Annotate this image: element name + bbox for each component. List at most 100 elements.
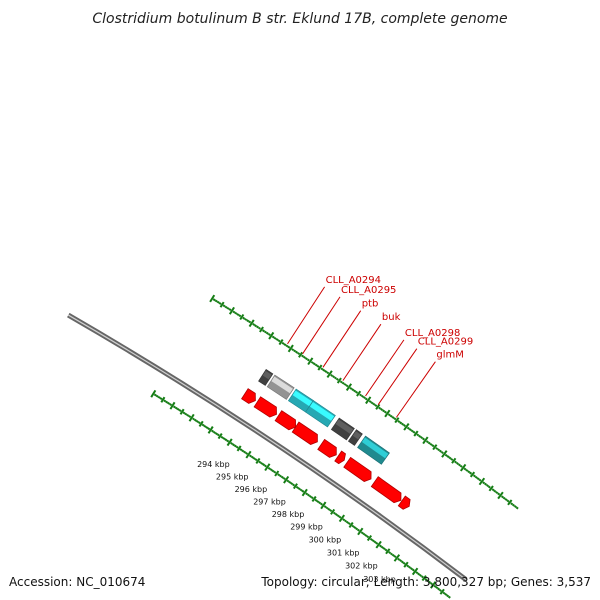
scale-tick bbox=[400, 560, 404, 564]
scale-tick bbox=[243, 450, 247, 454]
scale-tick bbox=[286, 479, 290, 483]
scale-tick bbox=[301, 354, 305, 358]
scale-tick bbox=[218, 302, 222, 305]
scale-tick bbox=[353, 389, 357, 393]
scale-tick bbox=[274, 470, 280, 477]
scale-tick bbox=[314, 498, 318, 502]
scale-tick bbox=[271, 335, 275, 339]
scale-tick bbox=[169, 403, 173, 406]
scale-tick bbox=[207, 426, 214, 434]
scale-tick bbox=[428, 580, 432, 584]
scale-tick bbox=[305, 492, 309, 496]
scale-tick bbox=[290, 482, 294, 486]
gene-label: CLL_A0294 bbox=[326, 275, 381, 286]
scale-tick bbox=[420, 575, 424, 579]
scale-tick bbox=[308, 494, 312, 498]
cds-arrow bbox=[274, 410, 297, 431]
scale-tick bbox=[345, 384, 349, 388]
scale-tick bbox=[197, 421, 201, 425]
scale-tick bbox=[362, 532, 366, 536]
genome-backbone bbox=[67, 312, 468, 582]
scale-tick bbox=[372, 402, 376, 406]
scale-tick bbox=[456, 462, 459, 465]
scale-tick bbox=[438, 588, 442, 592]
scale-tick bbox=[391, 553, 395, 557]
scale-tick bbox=[411, 567, 419, 576]
scale-tick bbox=[228, 308, 232, 311]
scale-tick bbox=[401, 422, 405, 426]
scale-tick bbox=[159, 397, 163, 400]
scale-tick bbox=[448, 456, 452, 460]
gene-block-highlight bbox=[292, 390, 313, 407]
scale-tick bbox=[380, 545, 384, 549]
scale-tick bbox=[273, 470, 277, 474]
scale-tick bbox=[446, 594, 450, 598]
cds-arrow bbox=[334, 450, 346, 465]
scale-tick bbox=[412, 430, 416, 434]
backbone-shadow bbox=[67, 312, 468, 582]
gene-label-leader bbox=[322, 310, 362, 368]
scale-tick bbox=[259, 326, 264, 333]
scale-tick bbox=[238, 314, 242, 318]
cds-arrow bbox=[317, 438, 337, 458]
scale-tick bbox=[192, 417, 196, 421]
scale-tick bbox=[327, 507, 331, 511]
scale-tick bbox=[422, 436, 429, 445]
gene-label-leader bbox=[395, 361, 436, 418]
scale-tick bbox=[356, 390, 362, 397]
scale-tick bbox=[347, 522, 351, 526]
scale-tick bbox=[451, 457, 457, 464]
scale-tick bbox=[497, 492, 501, 496]
scale-tick bbox=[384, 548, 388, 552]
scale-tick bbox=[345, 520, 349, 524]
scale-tick bbox=[174, 406, 178, 410]
scale-tick bbox=[384, 409, 391, 418]
scale-tick bbox=[246, 319, 250, 323]
gene-label-leader bbox=[377, 348, 418, 405]
scale-tick bbox=[298, 351, 304, 358]
scale-tick bbox=[495, 491, 499, 495]
scale-tick bbox=[165, 400, 169, 404]
gene-label: CLL_A0295 bbox=[341, 285, 396, 296]
accession-text: Accession: NC_010674 bbox=[9, 575, 145, 589]
scale-tick bbox=[408, 565, 412, 569]
scale-tick bbox=[231, 443, 235, 447]
scale-tick bbox=[256, 325, 260, 329]
scale-tick bbox=[283, 475, 290, 484]
scale-tick bbox=[472, 474, 476, 478]
gene-label-leader bbox=[365, 339, 405, 397]
backbone-line bbox=[67, 314, 467, 580]
scale-tick bbox=[476, 477, 480, 481]
scale-tick bbox=[351, 388, 355, 392]
scale-tick bbox=[339, 380, 343, 384]
cds-arrow bbox=[291, 421, 318, 445]
scale-tick bbox=[255, 457, 261, 464]
gene-block-highlight bbox=[335, 419, 354, 434]
scale-tick bbox=[239, 448, 243, 452]
scale-tick bbox=[425, 440, 429, 444]
scale-tick bbox=[366, 535, 370, 539]
scale-tick bbox=[439, 588, 445, 595]
scale-tick bbox=[277, 473, 281, 477]
gene-label: buk bbox=[382, 312, 401, 323]
cds-arrow bbox=[397, 495, 411, 510]
scale-tick bbox=[293, 349, 297, 353]
scale-tick bbox=[234, 311, 238, 315]
scale-tick bbox=[226, 438, 233, 447]
scale-tick bbox=[267, 467, 271, 470]
scale-tick bbox=[235, 445, 239, 449]
scale-tick bbox=[316, 500, 320, 504]
scale-tick bbox=[419, 573, 422, 577]
scale-tick bbox=[360, 394, 364, 398]
scale-tick bbox=[403, 561, 409, 568]
scale-tick bbox=[302, 355, 306, 359]
scale-tick bbox=[179, 408, 185, 415]
scale-tick bbox=[318, 501, 322, 505]
scale-tick bbox=[188, 413, 195, 422]
scale-tick bbox=[242, 316, 246, 320]
gene-block-highlight bbox=[309, 402, 335, 421]
scale-tick bbox=[264, 463, 271, 472]
scale-tick bbox=[403, 423, 410, 431]
scale-tick bbox=[320, 502, 323, 506]
